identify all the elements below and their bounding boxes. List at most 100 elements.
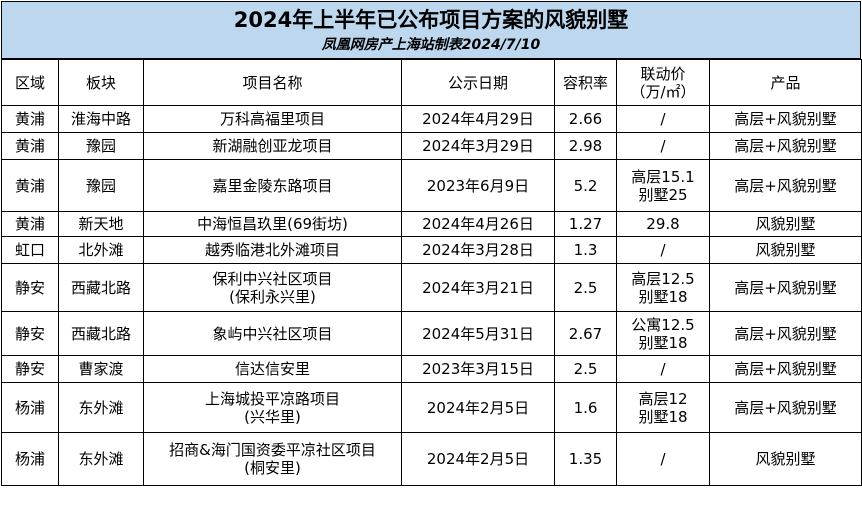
cell-block: 东外滩: [58, 432, 144, 486]
cell-product: 高层+风貌别墅: [709, 105, 862, 133]
cell-name: 嘉里金陵东路项目: [143, 159, 402, 212]
cell-far: 5.2: [554, 159, 617, 212]
cell-date: 2024年2月5日: [401, 432, 555, 486]
cell-price: /: [616, 105, 710, 133]
cell-district: 静安: [1, 355, 59, 383]
cell-date: 2023年6月9日: [401, 159, 555, 212]
table-body: 黄浦 淮海中路 万科高福里项目 2024年4月29日 2.66/高层+风貌别墅 黄浦 豫园新…: [1, 105, 862, 486]
cell-price-line: 高层12.5: [631, 269, 695, 288]
cell-block: 曹家渡: [58, 355, 144, 383]
cell-name: 招商&海门国资委平凉社区项目 (桐安里): [143, 432, 402, 486]
cell-far: 2.5: [554, 355, 617, 383]
table-row: 杨浦 东外滩 上海城投平凉路项目 (兴华里) 2024年2月5日 1.6 高层12 别墅18 高…: [1, 382, 862, 433]
table-row: 黄浦 淮海中路 万科高福里项目 2024年4月29日 2.66 / 高层+风貌别墅: [1, 105, 862, 133]
villa-table: 区域 板块 项目名称 公示日期 容积率 联动价 （万/㎡） 产品 黄浦 淮海中路万…: [1, 59, 862, 486]
cell-price: 高层15.1 别墅25: [616, 159, 710, 212]
cell-product: 风貌别墅: [709, 432, 862, 486]
cell-name: 越秀临港北外滩项目: [143, 236, 402, 264]
cell-far: 1.6: [554, 382, 617, 433]
cell-block: 豫园: [58, 132, 144, 160]
cell-price-line: 公寓12.5: [631, 315, 695, 334]
header-far: 容积率: [554, 59, 617, 106]
cell-district: 黄浦: [1, 132, 59, 160]
cell-name: 信达信安里: [143, 355, 402, 383]
cell-price-line: /: [660, 360, 666, 378]
cell-district: 杨浦: [1, 432, 59, 486]
cell-name: 中海恒昌玖里(69街坊): [143, 211, 402, 237]
cell-district: 黄浦: [1, 211, 59, 237]
cell-date: 2024年3月21日: [401, 263, 555, 312]
cell-far: 1.27: [554, 211, 617, 237]
cell-product: 风貌别墅: [709, 236, 862, 264]
cell-name-line: 越秀临港北外滩项目: [204, 241, 340, 259]
cell-product: 风貌别墅: [709, 211, 862, 237]
cell-date: 2023年3月15日: [401, 355, 555, 383]
table-row: 黄浦 新天地 中海恒昌玖里(69街坊) 2024年4月26日 1.27 29.8 风貌别墅: [1, 211, 862, 237]
cell-block: 新天地: [58, 211, 144, 237]
cell-price: /: [616, 236, 710, 264]
table-row: 黄浦 豫园 嘉里金陵东路项目 2023年6月9日 5.2 高层15.1 别墅25 高层+风貌别…: [1, 159, 862, 212]
cell-price-line: 高层15.1: [631, 167, 695, 186]
cell-name: 万科高福里项目: [143, 105, 402, 133]
cell-product: 高层+风貌别墅: [709, 159, 862, 212]
cell-far: 2.67: [554, 311, 617, 356]
cell-price-line: 别墅25: [638, 185, 688, 204]
header-price-line2: （万/㎡）: [630, 82, 696, 101]
cell-name-line: (保利永兴里): [229, 287, 316, 306]
cell-product: 高层+风貌别墅: [709, 311, 862, 356]
cell-block: 豫园: [58, 159, 144, 212]
cell-price-line: 别墅18: [638, 407, 688, 426]
cell-price-line: /: [660, 241, 666, 259]
header-district: 区域: [1, 59, 59, 106]
cell-price-line: /: [660, 110, 666, 128]
cell-price-line: 29.8: [646, 215, 680, 233]
page-subtitle: 凤凰网房产上海站制表2024/7/10: [321, 37, 541, 53]
cell-price: /: [616, 355, 710, 383]
cell-name-line: (桐安里): [244, 459, 301, 477]
table-row: 虹口 北外滩 越秀临港北外滩项目 2024年3月28日 1.3 / 风貌别墅: [1, 236, 862, 264]
sheet: 2024年上半年已公布项目方案的风貌别墅 凤凰网房产上海站制表2024/7/10…: [1, 1, 862, 486]
cell-name-line: (兴华里): [244, 407, 301, 426]
cell-name-line: 招商&海门国资委平凉社区项目: [169, 441, 376, 459]
header-price-line1: 联动价: [640, 64, 686, 83]
cell-district: 黄浦: [1, 105, 59, 133]
cell-name-line: 中海恒昌玖里(69街坊): [197, 215, 348, 233]
cell-far: 2.5: [554, 263, 617, 312]
cell-district: 静安: [1, 263, 59, 312]
table-row: 黄浦 豫园 新湖融创亚龙项目 2024年3月29日 2.98 / 高层+风貌别墅: [1, 132, 862, 160]
cell-name-line: 象屿中兴社区项目: [212, 324, 333, 343]
cell-price-line: /: [660, 450, 666, 468]
cell-price: 29.8: [616, 211, 710, 237]
cell-far: 1.3: [554, 236, 617, 264]
table-row: 杨浦 东外滩 招商&海门国资委平凉社区项目 (桐安里) 2024年2月5日 1.35/风貌…: [1, 432, 862, 486]
table-header-row: 区域 板块 项目名称 公示日期 容积率 联动价 （万/㎡） 产品: [1, 59, 862, 106]
cell-price: /: [616, 432, 710, 486]
cell-date: 2024年3月29日: [401, 132, 555, 160]
cell-district: 黄浦: [1, 159, 59, 212]
cell-date: 2024年3月28日: [401, 236, 555, 264]
cell-name-line: 嘉里金陵东路项目: [212, 176, 333, 195]
cell-price: 高层12 别墅18: [616, 382, 710, 433]
cell-product: 高层+风貌别墅: [709, 263, 862, 312]
page-title: 2024年上半年已公布项目方案的风貌别墅: [233, 8, 629, 32]
cell-block: 东外滩: [58, 382, 144, 433]
cell-product: 高层+风貌别墅: [709, 132, 862, 160]
cell-date: 2024年4月26日: [401, 211, 555, 237]
header-date: 公示日期: [401, 59, 555, 106]
cell-district: 虹口: [1, 236, 59, 264]
header-price: 联动价 （万/㎡）: [616, 59, 710, 106]
cell-far: 1.35: [554, 432, 617, 486]
cell-name-line: 信达信安里: [234, 360, 310, 378]
cell-price: 公寓12.5 别墅18: [616, 311, 710, 356]
table-row: 静安 西藏北路 保利中兴社区项目 (保利永兴里) 2024年3月21日 2.5 高层12.5…: [1, 263, 862, 312]
cell-date: 2024年5月31日: [401, 311, 555, 356]
cell-price-line: /: [660, 137, 666, 155]
header-product: 产品: [709, 59, 862, 106]
cell-name: 保利中兴社区项目 (保利永兴里): [143, 263, 402, 312]
cell-name-line: 上海城投平凉路项目: [204, 389, 340, 408]
cell-name-line: 万科高福里项目: [219, 110, 325, 128]
cell-district: 杨浦: [1, 382, 59, 433]
cell-district: 静安: [1, 311, 59, 356]
header-block: 板块: [58, 59, 144, 106]
cell-date: 2024年2月5日: [401, 382, 555, 433]
